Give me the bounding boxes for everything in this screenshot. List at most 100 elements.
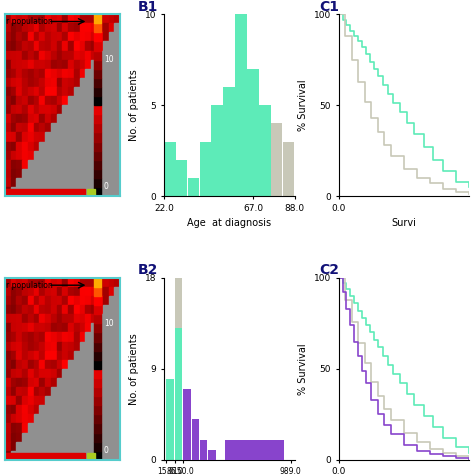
Bar bbox=[103, 96, 109, 105]
Bar bbox=[10, 287, 16, 296]
Bar bbox=[16, 69, 22, 78]
Bar bbox=[45, 369, 51, 378]
Bar bbox=[63, 423, 68, 432]
Bar bbox=[22, 178, 28, 187]
Bar bbox=[91, 105, 97, 114]
Bar bbox=[68, 187, 74, 196]
Bar bbox=[28, 96, 34, 105]
Bar bbox=[45, 305, 51, 314]
Bar bbox=[114, 442, 120, 451]
Bar bbox=[10, 451, 16, 460]
Bar bbox=[16, 305, 22, 314]
Bar bbox=[28, 387, 34, 396]
Bar bbox=[68, 114, 74, 123]
Bar bbox=[74, 432, 80, 442]
Bar bbox=[68, 351, 74, 360]
Bar bbox=[80, 51, 85, 60]
Bar bbox=[109, 342, 114, 351]
Bar bbox=[74, 323, 80, 332]
Bar bbox=[34, 169, 39, 178]
Bar bbox=[114, 78, 120, 87]
Bar bbox=[103, 87, 109, 96]
Text: 10: 10 bbox=[104, 55, 113, 64]
Bar bbox=[103, 169, 109, 178]
Bar bbox=[39, 142, 45, 151]
Bar bbox=[68, 369, 74, 378]
Bar bbox=[97, 178, 103, 187]
Bar bbox=[28, 351, 34, 360]
Bar bbox=[22, 405, 28, 414]
Bar bbox=[85, 369, 91, 378]
Bar bbox=[16, 342, 22, 351]
Bar bbox=[85, 423, 91, 432]
Bar bbox=[16, 278, 22, 287]
Bar bbox=[74, 296, 80, 305]
Bar bbox=[97, 351, 103, 360]
Bar bbox=[94, 378, 101, 387]
Bar bbox=[56, 178, 63, 187]
Text: r population: r population bbox=[7, 281, 53, 290]
Bar bbox=[97, 360, 103, 369]
X-axis label: Survi: Survi bbox=[392, 218, 416, 228]
Bar bbox=[28, 287, 34, 296]
Bar bbox=[68, 414, 74, 423]
Bar bbox=[109, 60, 114, 69]
Bar bbox=[80, 160, 85, 169]
Bar bbox=[80, 360, 85, 369]
Bar bbox=[103, 151, 109, 160]
Bar bbox=[22, 32, 28, 42]
Bar bbox=[114, 378, 120, 387]
Bar bbox=[80, 287, 85, 296]
Bar bbox=[109, 296, 114, 305]
Bar bbox=[22, 305, 28, 314]
Bar bbox=[45, 278, 51, 287]
Bar bbox=[5, 132, 10, 142]
Bar bbox=[16, 96, 22, 105]
Bar bbox=[74, 142, 80, 151]
Bar bbox=[56, 169, 63, 178]
Bar bbox=[114, 323, 120, 332]
Bar bbox=[56, 23, 63, 32]
Bar bbox=[94, 78, 101, 87]
Bar bbox=[63, 169, 68, 178]
Bar bbox=[114, 387, 120, 396]
Bar bbox=[34, 132, 39, 142]
Bar bbox=[39, 323, 45, 332]
Bar bbox=[114, 151, 120, 160]
Bar bbox=[39, 405, 45, 414]
Bar bbox=[5, 87, 10, 96]
Bar bbox=[56, 14, 63, 23]
Bar bbox=[63, 305, 68, 314]
Bar bbox=[91, 305, 97, 314]
Bar bbox=[103, 105, 109, 114]
Bar bbox=[10, 78, 16, 87]
Bar bbox=[56, 378, 63, 387]
Bar bbox=[63, 287, 68, 296]
Bar bbox=[16, 14, 22, 23]
Bar bbox=[28, 160, 34, 169]
Bar bbox=[114, 123, 120, 132]
Bar bbox=[51, 14, 56, 23]
Bar bbox=[91, 369, 97, 378]
Bar bbox=[68, 151, 74, 160]
Bar bbox=[10, 342, 16, 351]
Bar bbox=[28, 187, 34, 196]
Bar bbox=[91, 51, 97, 60]
Bar bbox=[56, 405, 63, 414]
Bar bbox=[39, 105, 45, 114]
Bar bbox=[63, 342, 68, 351]
Bar bbox=[94, 132, 101, 142]
Bar bbox=[74, 114, 80, 123]
Bar bbox=[10, 69, 16, 78]
Bar bbox=[80, 32, 85, 42]
Bar bbox=[80, 123, 85, 132]
Bar bbox=[74, 305, 80, 314]
Bar bbox=[45, 14, 51, 23]
Bar bbox=[56, 87, 63, 96]
Bar bbox=[68, 87, 74, 96]
Bar bbox=[85, 305, 91, 314]
Bar bbox=[56, 423, 63, 432]
Bar bbox=[74, 287, 80, 296]
Bar bbox=[109, 287, 114, 296]
Bar bbox=[51, 178, 56, 187]
